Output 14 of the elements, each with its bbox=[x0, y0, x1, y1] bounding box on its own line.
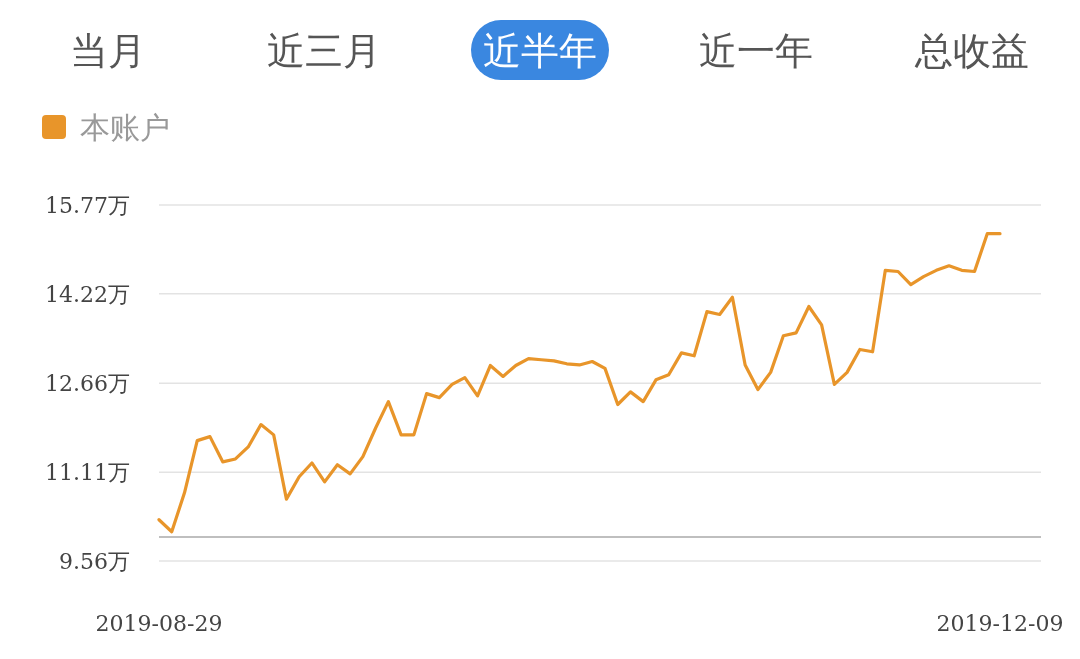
text: 当月 bbox=[70, 29, 146, 73]
y-tick-label: 11.11万 bbox=[45, 460, 130, 486]
text: 总收益 bbox=[914, 29, 1029, 73]
x-tick-label: 2019-12-09 bbox=[936, 611, 1064, 636]
y-tick-label: 9.56万 bbox=[59, 549, 130, 574]
y-tick-label: 15.77万 bbox=[45, 193, 130, 218]
x-tick-label: 2019-08-29 bbox=[95, 611, 223, 636]
y-tick-label: 14.22万 bbox=[45, 281, 130, 307]
text: 近一年 bbox=[699, 29, 813, 73]
legend-label: 本账户 bbox=[80, 110, 170, 145]
line-series bbox=[157, 232, 1002, 534]
y-tick-label: 12.66万 bbox=[45, 371, 130, 397]
text: 近半年 bbox=[483, 29, 597, 73]
text: 近三月 bbox=[267, 29, 381, 73]
